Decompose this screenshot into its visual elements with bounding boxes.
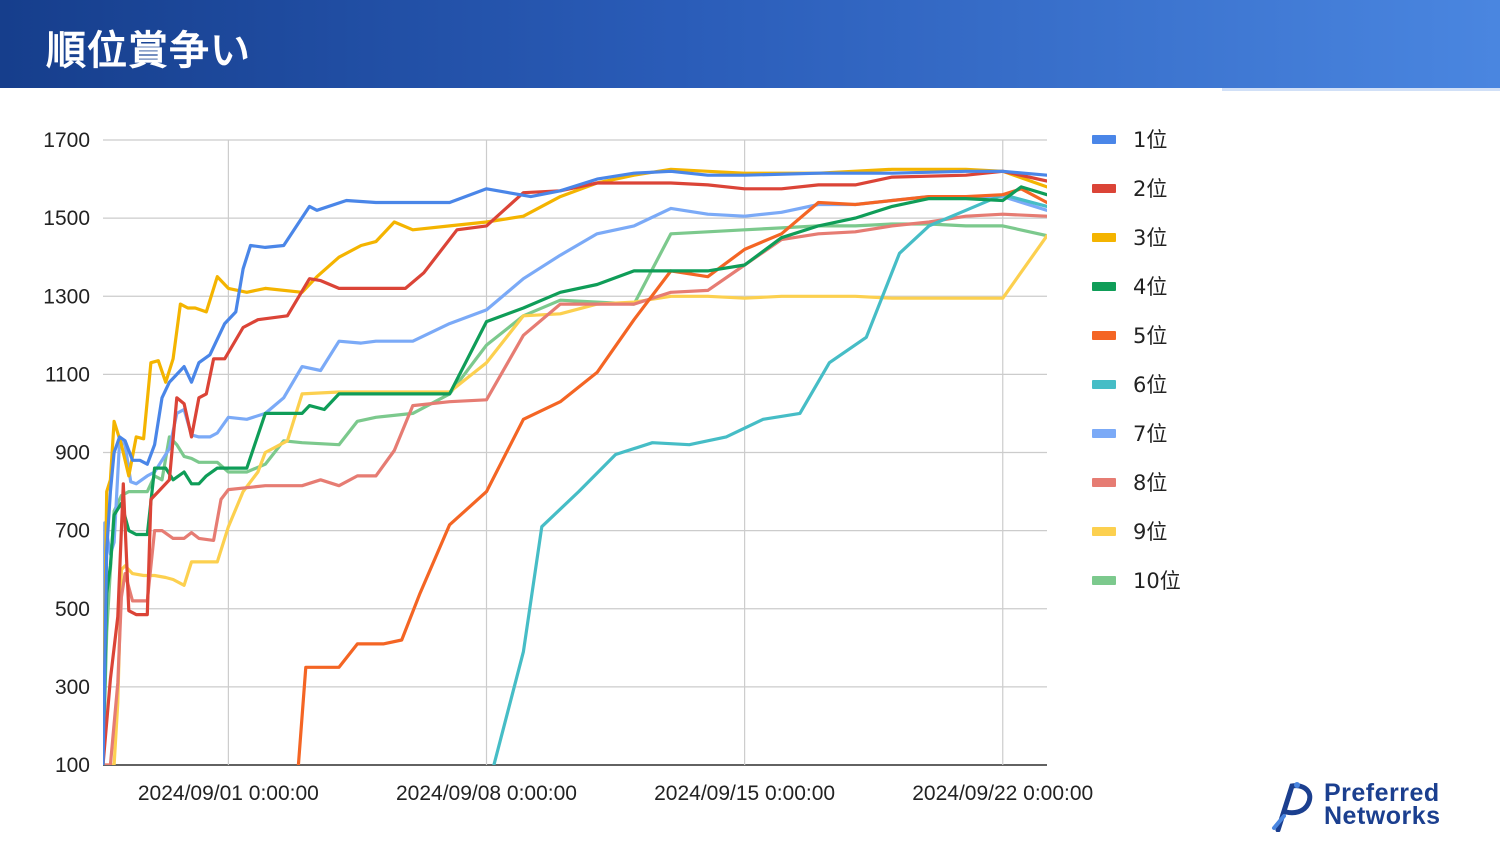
legend-swatch xyxy=(1092,576,1116,585)
series-line-1 xyxy=(103,169,1047,765)
legend-swatch xyxy=(1092,135,1116,144)
header-accent-strip xyxy=(1222,88,1500,91)
y-tick-label: 100 xyxy=(55,754,90,777)
legend-label: 9位 xyxy=(1133,520,1167,544)
legend-swatch xyxy=(1092,380,1116,389)
logo-line-1: Preferred xyxy=(1324,779,1440,807)
legend-label: 7位 xyxy=(1133,422,1167,446)
logo-wordmark: Preferred Networks xyxy=(1324,779,1441,830)
legend-label: 5位 xyxy=(1133,324,1167,348)
slide-title: 順位賞争い xyxy=(46,28,251,74)
logo-line-2: Networks xyxy=(1324,802,1441,830)
pfn-mark-icon xyxy=(1272,782,1313,833)
series-line-6 xyxy=(492,193,1047,765)
x-tick-label: 2024/09/22 0:00:00 xyxy=(912,782,1093,805)
y-tick-label: 500 xyxy=(55,598,90,621)
y-tick-label: 300 xyxy=(55,676,90,699)
y-tick-label: 1300 xyxy=(43,285,90,308)
legend-swatch xyxy=(1092,282,1116,291)
legend-label: 8位 xyxy=(1133,471,1167,495)
company-logo: Preferred Networks xyxy=(1270,779,1485,833)
chart-legend: 1位 2位 3位 4位 5位 6位 7位 8位 9位 10位 xyxy=(1092,128,1181,593)
legend-swatch xyxy=(1092,527,1116,536)
x-axis: 2024/09/01 0:00:00 2024/09/08 0:00:00 2024… xyxy=(138,782,1093,805)
y-tick-label: 700 xyxy=(55,520,90,543)
legend-label: 4位 xyxy=(1133,275,1167,299)
chart-series xyxy=(103,167,1047,765)
x-tick-label: 2024/09/01 0:00:00 xyxy=(138,782,319,805)
series-line-7 xyxy=(103,195,1047,765)
series-line-5 xyxy=(296,187,1047,765)
legend-label: 10位 xyxy=(1133,569,1181,593)
y-tick-label: 1500 xyxy=(43,207,90,230)
legend-swatch xyxy=(1092,478,1116,487)
legend-label: 1位 xyxy=(1133,128,1167,152)
y-axis: 1700 1500 1300 1100 900 700 500 300 100 xyxy=(43,129,90,777)
chart-grid xyxy=(103,139,1047,766)
legend-label: 3位 xyxy=(1133,226,1167,250)
legend-label: 2位 xyxy=(1133,177,1167,201)
legend-swatch xyxy=(1092,184,1116,193)
legend-swatch xyxy=(1092,233,1116,242)
series-line-9 xyxy=(103,234,1047,765)
legend-swatch xyxy=(1092,429,1116,438)
y-tick-label: 1700 xyxy=(43,129,90,152)
y-tick-label: 1100 xyxy=(45,363,90,386)
x-tick-label: 2024/09/15 0:00:00 xyxy=(654,782,835,805)
series-line-2 xyxy=(103,169,1047,765)
legend-swatch xyxy=(1092,331,1116,340)
legend-label: 6位 xyxy=(1133,373,1167,397)
series-line-4 xyxy=(103,185,1047,765)
x-tick-label: 2024/09/08 0:00:00 xyxy=(396,782,577,805)
y-tick-label: 900 xyxy=(55,442,90,465)
slide-header: 順位賞争い xyxy=(0,0,1500,88)
